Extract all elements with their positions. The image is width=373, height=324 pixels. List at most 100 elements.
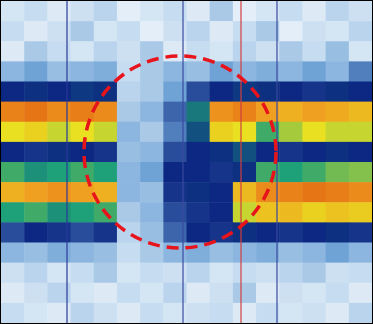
cell <box>24 21 48 42</box>
cell <box>279 182 303 203</box>
cell <box>326 21 350 42</box>
cell <box>302 202 326 223</box>
cell <box>326 102 350 123</box>
cell <box>24 202 48 223</box>
cell <box>71 243 95 264</box>
cell <box>94 263 118 284</box>
cell <box>24 182 48 203</box>
cell <box>94 283 118 304</box>
cell <box>210 202 234 223</box>
cell <box>24 61 48 82</box>
cell <box>279 102 303 123</box>
cell <box>349 82 372 103</box>
cell <box>326 243 350 264</box>
cell <box>349 1 372 22</box>
cell <box>302 82 326 103</box>
cell <box>279 283 303 304</box>
cell <box>349 283 372 304</box>
cell <box>24 102 48 123</box>
cell <box>279 21 303 42</box>
cell <box>1 263 25 284</box>
cell <box>1 21 25 42</box>
cell <box>94 21 118 42</box>
cell <box>24 283 48 304</box>
cell <box>302 182 326 203</box>
cell <box>279 1 303 22</box>
cell <box>140 182 164 203</box>
scan-line <box>66 1 67 323</box>
cell <box>187 122 211 143</box>
cell <box>349 263 372 284</box>
cell <box>302 102 326 123</box>
cell <box>117 162 141 183</box>
cell <box>233 142 257 163</box>
cell <box>24 263 48 284</box>
cell <box>117 142 141 163</box>
cell <box>233 21 257 42</box>
cell <box>94 243 118 264</box>
cell <box>94 122 118 143</box>
cell <box>1 102 25 123</box>
cell <box>256 21 280 42</box>
cell <box>233 122 257 143</box>
cell <box>117 303 141 323</box>
cell <box>210 263 234 284</box>
scan-line <box>182 1 183 323</box>
cell <box>210 303 234 323</box>
cell <box>326 122 350 143</box>
cell <box>302 263 326 284</box>
cell <box>326 202 350 223</box>
cell <box>279 41 303 62</box>
root <box>0 0 373 324</box>
cell <box>233 1 257 22</box>
cell <box>302 61 326 82</box>
cell <box>256 283 280 304</box>
cell <box>187 102 211 123</box>
cell <box>210 142 234 163</box>
cell <box>117 1 141 22</box>
cell <box>349 162 372 183</box>
cell <box>140 21 164 42</box>
cell <box>140 283 164 304</box>
cell <box>94 142 118 163</box>
cell <box>24 222 48 243</box>
cell <box>326 82 350 103</box>
cell <box>1 61 25 82</box>
cell <box>349 182 372 203</box>
cell <box>140 303 164 323</box>
cell <box>349 142 372 163</box>
cell <box>71 21 95 42</box>
cell <box>140 222 164 243</box>
cell <box>256 263 280 284</box>
cell <box>140 82 164 103</box>
cell <box>326 182 350 203</box>
cell <box>256 222 280 243</box>
cell <box>187 21 211 42</box>
cell <box>94 41 118 62</box>
highlight-circle <box>84 56 276 248</box>
cell <box>302 21 326 42</box>
cell <box>1 41 25 62</box>
cell <box>187 263 211 284</box>
cell <box>1 303 25 323</box>
cell <box>140 102 164 123</box>
cell <box>140 202 164 223</box>
cell <box>71 41 95 62</box>
cell <box>24 1 48 22</box>
cell <box>210 162 234 183</box>
cell <box>71 162 95 183</box>
cell <box>94 1 118 22</box>
cell <box>1 162 25 183</box>
cell <box>1 122 25 143</box>
cell <box>233 41 257 62</box>
cell <box>24 162 48 183</box>
cell <box>140 162 164 183</box>
cell <box>117 243 141 264</box>
cell <box>326 162 350 183</box>
cell <box>1 142 25 163</box>
cell <box>71 303 95 323</box>
cell <box>233 222 257 243</box>
cell <box>279 142 303 163</box>
cell <box>302 1 326 22</box>
cell <box>24 243 48 264</box>
